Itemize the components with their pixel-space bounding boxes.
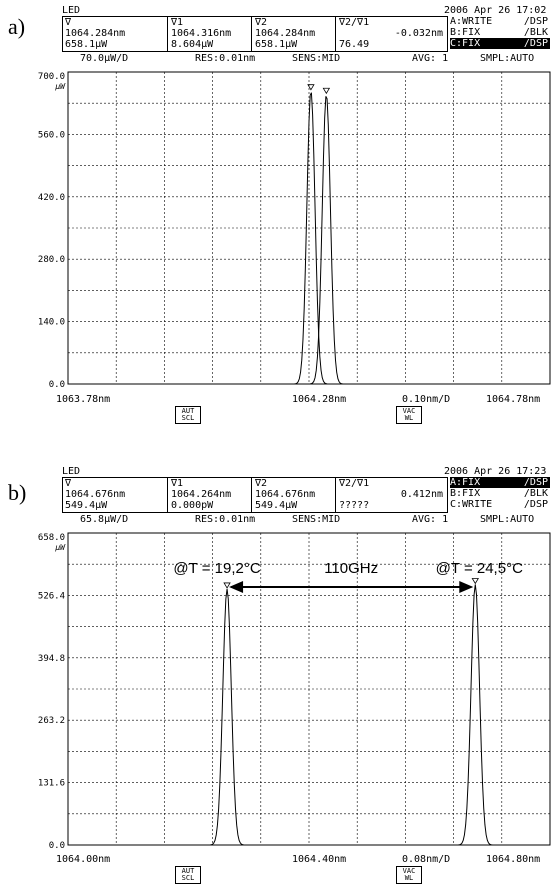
marker-power: 0.000pW [171, 500, 214, 511]
marker-power: 8.604µW [171, 39, 214, 50]
marker-power: 658.1µW [65, 39, 108, 50]
resolution-readout: RES:0.01nm [195, 514, 256, 525]
x-start-label: 1063.78nm [56, 394, 111, 405]
y-tick-label: 0.0 [49, 841, 65, 851]
marker-power: 549.4µW [65, 500, 108, 511]
x-center-label: 1064.40nm [292, 854, 347, 865]
panel-b: b) LED 2006 Apr 26 17:23 ∇ 1064.676nm 54… [0, 462, 556, 887]
trace-a[interactable]: A:FIX/DSP [450, 477, 550, 488]
led-label: LED [62, 466, 81, 477]
peak-marker-1 [223, 582, 231, 589]
marker-wavelength: 1064.676nm [255, 489, 316, 500]
trace-a[interactable]: A:WRITE/DSP [450, 16, 548, 27]
datetime: 2006 Apr 26 17:02 [444, 5, 547, 16]
x-span-label: 0.10nm/D [402, 394, 451, 405]
trace-b[interactable]: B:FIX/BLK [450, 27, 548, 38]
marker-power: 658.1µW [255, 39, 298, 50]
marker-head: ∇1 [171, 478, 184, 489]
spectrum-trace-2 [68, 584, 550, 846]
y-tick-label: 700.0 [38, 72, 65, 82]
marker-wavelength: 1064.316nm [171, 28, 232, 39]
marker-info-box: ∇ 1064.676nm 549.4µW ∇1 1064.264nm 0.000… [62, 477, 448, 513]
x-stop-label: 1064.78nm [486, 394, 541, 405]
y-tick-label: 658.0 [38, 533, 65, 543]
y-tick-label: 280.0 [38, 255, 65, 265]
trace-c[interactable]: C:WRITE/DSP [450, 499, 548, 510]
trace-c[interactable]: C:FIX/DSP [450, 38, 550, 49]
annotation-right-temperature: @T = 24,5°C [436, 560, 523, 577]
marker-info-box: ∇ 1064.284nm 658.1µW ∇1 1064.316nm 8.604… [62, 16, 448, 52]
marker-head: ∇ [65, 17, 72, 28]
marker-wavelength: 1064.284nm [65, 28, 126, 39]
arrowhead-left [229, 580, 244, 593]
peak-marker-2 [471, 578, 479, 585]
marker-head: ∇2 [255, 17, 268, 28]
sensitivity-readout: SENS:MID [292, 53, 341, 64]
marker-power: 76.49 [339, 39, 370, 50]
led-label: LED [62, 5, 81, 16]
auto-scale-button[interactable]: AUT SCL [175, 406, 201, 424]
y-tick-label: 131.6 [38, 779, 65, 789]
y-tick-label: 140.0 [38, 318, 65, 328]
auto-scale-button[interactable]: AUT SCL [175, 866, 201, 884]
scale-readout: 65.8µW/D [80, 514, 129, 525]
panel-label: b) [8, 480, 27, 505]
sensitivity-readout: SENS:MID [292, 514, 341, 525]
marker-wavelength: 1064.284nm [255, 28, 316, 39]
arrowhead-right [459, 580, 474, 593]
marker-wavelength: -0.032nm [394, 28, 443, 39]
y-unit-label: µW [54, 82, 66, 91]
marker-head: ∇2/∇1 [339, 17, 370, 28]
panel-label: a) [8, 14, 26, 39]
scale-readout: 70.0µW/D [80, 53, 129, 64]
x-span-label: 0.08nm/D [402, 854, 451, 865]
spectrum-trace-2 [68, 96, 550, 385]
x-stop-label: 1064.80nm [486, 854, 541, 865]
vacuum-wl-button[interactable]: VAC WL [396, 406, 422, 424]
y-unit-label: µW [54, 543, 66, 552]
annotation-frequency-gap: 110GHz [324, 560, 378, 577]
marker-wavelength: 0.412nm [400, 489, 443, 500]
y-tick-label: 526.4 [38, 591, 65, 601]
annotation-left-temperature: @T = 19,2°C [173, 560, 260, 577]
marker-head: ∇2/∇1 [339, 478, 370, 489]
marker-head: ∇2 [255, 478, 268, 489]
average-readout: AVG: 1 [412, 53, 449, 64]
spectrum-chart-a: 700.0 560.0 420.0 280.0 140.0 0.0 µW [38, 71, 551, 390]
peak-marker-1 [307, 84, 315, 91]
panel-a: a) LED 2006 Apr 26 17:02 ∇ 1064.284nm 65… [0, 0, 556, 430]
marker-power: 549.4µW [255, 500, 298, 511]
marker-wavelength: 1064.264nm [171, 489, 232, 500]
spectrum-chart-b: 658.0 526.4 394.8 263.2 131.6 0.0 µW @T = 19,2°… [38, 532, 551, 851]
marker-power: ????? [339, 500, 370, 511]
sampling-readout: SMPL:AUTO [480, 53, 535, 64]
y-tick-label: 263.2 [38, 716, 65, 726]
sampling-readout: SMPL:AUTO [480, 514, 535, 525]
marker-head: ∇ [65, 478, 72, 489]
y-tick-label: 420.0 [38, 193, 65, 203]
y-tick-label: 560.0 [38, 130, 65, 140]
average-readout: AVG: 1 [412, 514, 449, 525]
y-tick-label: 0.0 [49, 380, 65, 390]
vacuum-wl-button[interactable]: VAC WL [396, 866, 422, 884]
marker-wavelength: 1064.676nm [65, 489, 126, 500]
resolution-readout: RES:0.01nm [195, 53, 256, 64]
x-start-label: 1064.00nm [56, 854, 111, 865]
datetime: 2006 Apr 26 17:23 [444, 466, 547, 477]
trace-b[interactable]: B:FIX/BLK [450, 488, 548, 499]
y-tick-label: 394.8 [38, 654, 65, 664]
peak-marker-2 [322, 87, 331, 95]
marker-head: ∇1 [171, 17, 184, 28]
x-center-label: 1064.28nm [292, 394, 347, 405]
